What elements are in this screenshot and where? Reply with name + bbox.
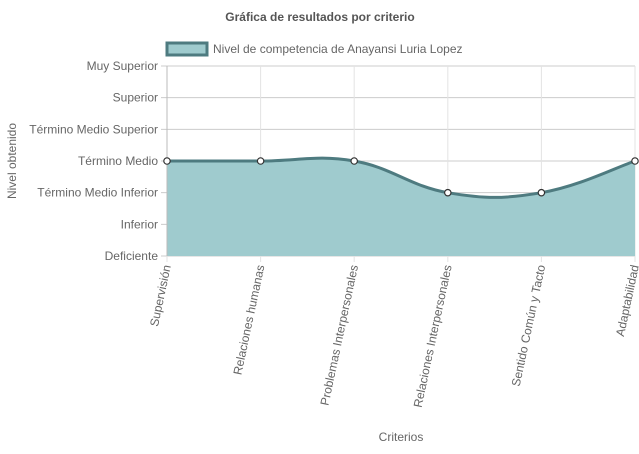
data-point[interactable] — [631, 157, 639, 165]
y-tick-label: Término Medio Inferior — [37, 186, 158, 200]
y-tick-label: Término Medio Superior — [29, 122, 158, 136]
y-tick-label: Superior — [113, 91, 158, 105]
y-tick-label: Inferior — [121, 217, 158, 231]
data-point[interactable] — [537, 188, 546, 197]
y-axis-title: Nivel obtenido — [5, 123, 19, 199]
data-points — [163, 157, 639, 197]
x-axis: Supervisión Relaciones humanas Problemas I… — [147, 263, 639, 408]
legend[interactable]: Nivel de competencia de Anayansi Luria L… — [165, 41, 463, 57]
y-tick-label: Término Medio — [78, 154, 158, 168]
chart-title: Gráfica de resultados por criterio — [225, 10, 414, 24]
series-area-fill — [167, 158, 635, 256]
y-axis: Deficiente Inferior Término Medio Inferior… — [29, 59, 168, 263]
data-point[interactable] — [443, 188, 452, 197]
x-tick-label: Relaciones Interpersonales — [411, 264, 455, 409]
data-point[interactable] — [350, 157, 359, 165]
data-point[interactable] — [256, 157, 265, 165]
x-axis-title: Criterios — [379, 430, 424, 444]
x-tick-label: Supervisión — [147, 264, 174, 328]
data-point[interactable] — [163, 157, 171, 165]
x-tick-label: Adaptabilidad — [613, 264, 639, 338]
legend-swatch — [165, 41, 209, 57]
x-tick-label: Problemas Interpersonales — [318, 264, 362, 407]
data-area — [167, 156, 636, 256]
legend-label: Nivel de competencia de Anayansi Luria L… — [213, 42, 463, 56]
x-tick-label: Relaciones humanas — [230, 264, 267, 377]
y-tick-label: Muy Superior — [87, 59, 158, 73]
y-tick-label: Deficiente — [105, 249, 159, 263]
x-tick-label: Sentido Común y Tacto — [509, 263, 549, 387]
series-line — [167, 156, 636, 199]
